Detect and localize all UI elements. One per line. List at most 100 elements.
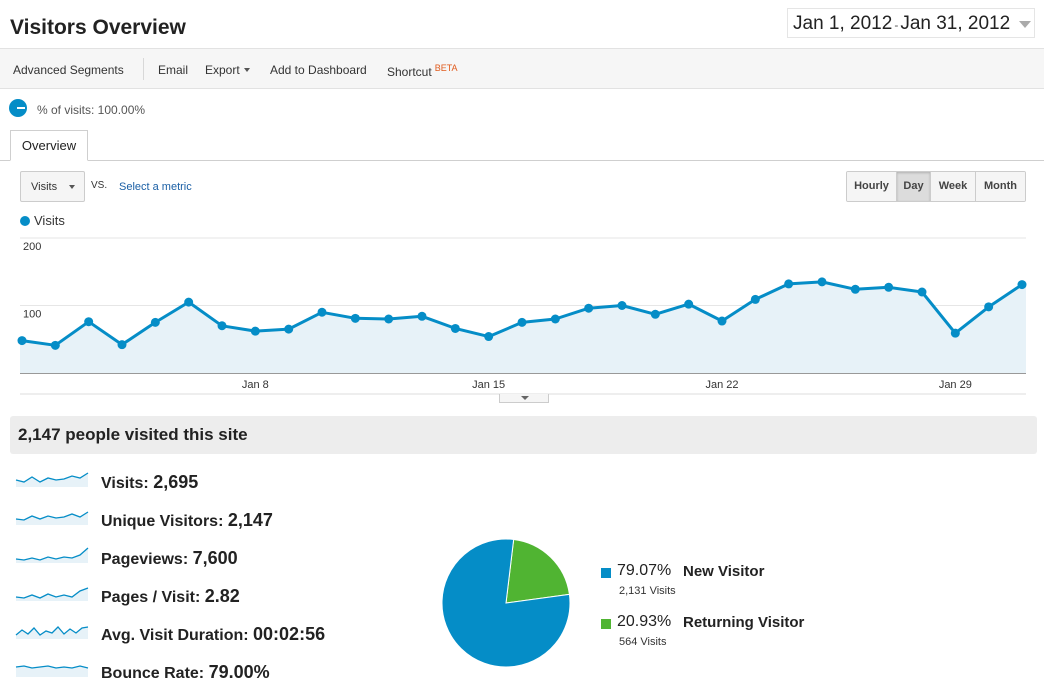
sparkline-line [15, 626, 89, 636]
email-button[interactable]: Email [158, 63, 189, 77]
data-point-jan-21[interactable] [684, 299, 694, 309]
shortcut-label: Shortcut [387, 65, 432, 79]
data-point-jan-22[interactable] [717, 316, 727, 326]
add-to-dashboard-button[interactable]: Add to Dashboard [270, 63, 367, 77]
data-point-jan-9[interactable] [284, 324, 294, 334]
sparkline[interactable] [14, 621, 90, 643]
data-point-jan-2[interactable] [50, 340, 60, 350]
advanced-segments-button[interactable]: Advanced Segments [13, 63, 124, 77]
data-point-jan-18[interactable] [584, 303, 594, 313]
sparkline[interactable] [14, 583, 90, 605]
data-point-jan-29[interactable] [950, 328, 960, 338]
vs-label: VS. [91, 180, 108, 191]
summary-headline: 2,147 people visited this site [18, 425, 248, 444]
page-title: Visitors Overview [10, 16, 186, 39]
metric-select[interactable]: Visits [20, 171, 85, 202]
legend-visits: 564 Visits [619, 636, 667, 648]
visits-area [20, 281, 1026, 373]
sparkline-line [15, 547, 89, 561]
data-point-jan-6[interactable] [184, 297, 194, 307]
x-tick-label: Jan 15 [472, 379, 505, 391]
legend-visits: 2,131 Visits [619, 585, 676, 597]
metric-value: 7,600 [192, 548, 238, 568]
collapse-chart-toggle[interactable] [499, 394, 549, 403]
month-button[interactable]: Month [975, 172, 1025, 201]
segment-pie-icon[interactable] [9, 99, 27, 117]
sparkline-area [16, 666, 88, 677]
hourly-button[interactable]: Hourly [847, 172, 896, 201]
sparkline[interactable] [14, 469, 90, 491]
data-point-jan-24[interactable] [784, 279, 794, 289]
date-start: Jan 1, 2012 [793, 13, 893, 34]
data-point-jan-25[interactable] [817, 277, 827, 287]
data-point-jan-4[interactable] [117, 340, 127, 350]
data-point-jan-5[interactable] [150, 317, 160, 327]
visits-chart: 200 100 Jan 8 Jan 15 Jan 22 Jan 29 [17, 237, 1027, 395]
data-point-jan-11[interactable] [350, 313, 360, 323]
x-tick-label: Jan 29 [939, 379, 972, 391]
chevron-down-icon[interactable] [1019, 21, 1031, 28]
x-tick-label: Jan 8 [242, 379, 269, 391]
sparkline[interactable] [14, 507, 90, 529]
chevron-down-icon [69, 185, 75, 189]
metric-row-unique-visitors: Unique Visitors: 2,147 [14, 507, 273, 537]
legend-percent: 79.07% [617, 562, 672, 579]
metric-label: Bounce Rate: [101, 665, 205, 682]
week-button[interactable]: Week [930, 172, 975, 201]
metric-label: Unique Visitors: [101, 513, 224, 530]
pie-slice-new-visitor[interactable] [441, 538, 571, 668]
y-tick-label: 200 [23, 241, 41, 253]
metric-row-pageviews: Pageviews: 7,600 [14, 545, 238, 575]
data-point-jan-27[interactable] [884, 282, 894, 292]
data-point-jan-28[interactable] [917, 287, 927, 297]
date-end: Jan 31, 2012 [900, 13, 1011, 34]
export-button[interactable]: Export [205, 63, 250, 77]
sparkline[interactable] [14, 545, 90, 567]
data-point-jan-14[interactable] [450, 323, 460, 333]
day-button[interactable]: Day [896, 172, 930, 201]
visitor-type-pie [441, 538, 571, 668]
sparkline-area [16, 548, 88, 563]
data-point-jan-26[interactable] [850, 284, 860, 294]
sparkline-line [15, 665, 89, 669]
data-point-jan-7[interactable] [217, 321, 227, 331]
granularity-toggle: Hourly Day Week Month [846, 171, 1026, 202]
summary-bar: 2,147 people visited this site [10, 416, 1037, 454]
data-point-jan-8[interactable] [250, 326, 260, 336]
data-point-jan-15[interactable] [484, 332, 494, 342]
date-separator: - [894, 18, 899, 32]
data-point-jan-10[interactable] [317, 307, 327, 317]
metric-row-visits: Visits: 2,695 [14, 469, 198, 499]
data-point-jan-1[interactable] [17, 336, 27, 346]
metric-value: 2,695 [153, 472, 199, 492]
legend-percent: 20.93% [617, 613, 672, 630]
data-point-jan-16[interactable] [517, 317, 527, 327]
segment-label: % of visits: 100.00% [37, 103, 146, 117]
data-point-jan-23[interactable] [750, 294, 760, 304]
data-point-jan-19[interactable] [617, 301, 627, 310]
data-point-jan-31[interactable] [1017, 280, 1027, 290]
metric-label: Pages / Visit: [101, 589, 201, 606]
tab-overview[interactable]: Overview [10, 130, 88, 161]
data-point-jan-20[interactable] [650, 309, 660, 319]
x-tick-label: Jan 22 [705, 379, 738, 391]
metric-label: Avg. Visit Duration: [101, 627, 249, 644]
metric-row-bounce-rate: Bounce Rate: 79.00% [14, 659, 270, 689]
select-metric-link[interactable]: Select a metric [119, 181, 192, 193]
data-point-jan-17[interactable] [550, 314, 560, 324]
pie-slice-returning-visitor[interactable] [505, 538, 570, 604]
data-point-jan-13[interactable] [417, 311, 427, 321]
sparkline-line [15, 587, 89, 599]
shortcut-button[interactable]: Shortcut BETA [387, 63, 458, 79]
date-range-picker[interactable]: Jan 1, 2012- Jan 31, 2012 [787, 8, 1035, 38]
metric-row-pages-per-visit: Pages / Visit: 2.82 [14, 583, 240, 613]
data-point-jan-12[interactable] [384, 314, 394, 324]
data-point-jan-30[interactable] [984, 302, 994, 312]
metric-label: Visits: [101, 475, 149, 492]
tab-divider [0, 160, 1044, 161]
legend-name: Returning Visitor [683, 614, 805, 631]
legend-label: Visits [34, 213, 65, 228]
data-point-jan-3[interactable] [84, 317, 94, 327]
legend-name: New Visitor [683, 563, 765, 580]
sparkline[interactable] [14, 659, 90, 681]
